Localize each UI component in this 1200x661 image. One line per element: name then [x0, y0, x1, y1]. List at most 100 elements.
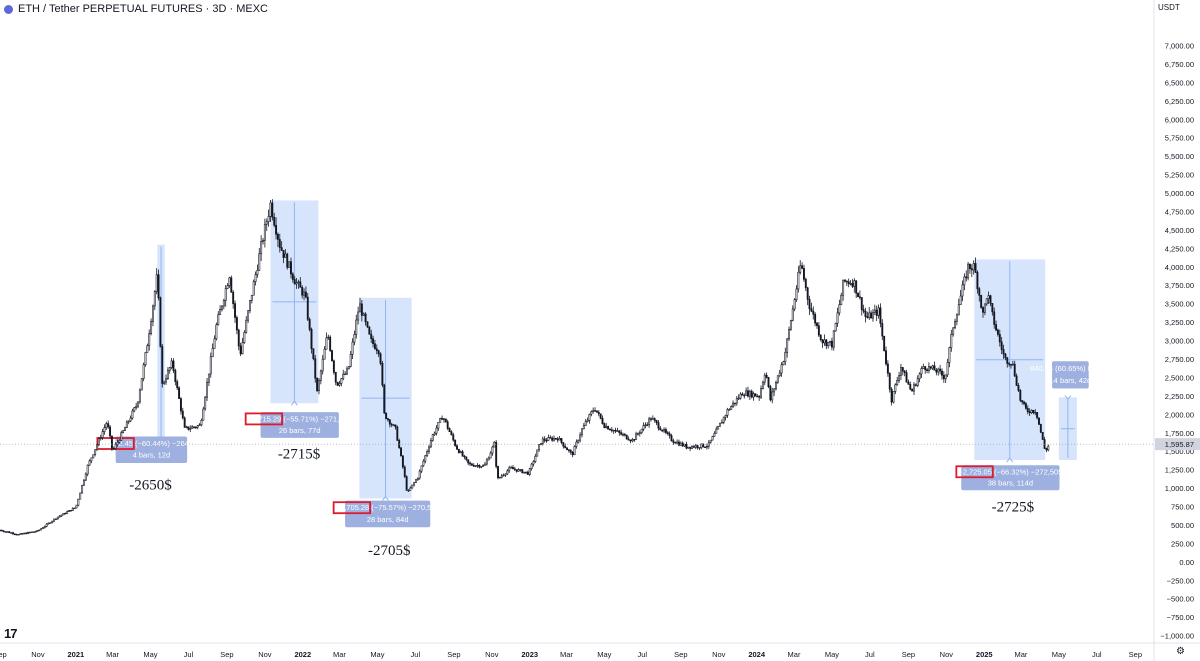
candle-up	[498, 476, 501, 479]
candle-down	[845, 280, 848, 283]
candle-down	[1000, 341, 1003, 350]
candle	[260, 235, 263, 261]
price-tick-label: 6,750.00	[1165, 60, 1194, 69]
candle	[415, 479, 417, 483]
currency-label[interactable]: USDT	[1158, 3, 1180, 12]
tradingview-logo-icon[interactable]: 17	[4, 626, 18, 641]
candle-up	[30, 531, 33, 533]
candle-up	[579, 434, 582, 441]
candle	[685, 441, 688, 450]
measure-range-2: −2,705.28 (−75.57%) −270,528 28 bars, 84d…	[332, 297, 440, 559]
candle-up	[631, 439, 634, 442]
candle-up	[198, 424, 201, 426]
candle	[754, 393, 757, 397]
candle-down	[661, 429, 664, 432]
candle-up	[972, 263, 975, 271]
candle-down	[280, 247, 283, 251]
measure-label-line2: 28 bars, 84d	[367, 515, 409, 524]
candle-up	[415, 479, 417, 483]
candle-up	[262, 240, 264, 242]
price-tick-label: 6,250.00	[1165, 97, 1194, 106]
candle-down	[2, 530, 5, 533]
candle	[933, 361, 936, 371]
candle-down	[881, 323, 884, 337]
candle-up	[894, 384, 897, 392]
candle	[982, 306, 984, 318]
candle	[640, 428, 643, 435]
candle	[571, 450, 574, 458]
candle	[788, 326, 790, 342]
candle	[6, 531, 9, 533]
candle-up	[392, 424, 395, 426]
time-tick-label: 2025	[976, 650, 993, 659]
candle-down	[625, 434, 628, 440]
candle	[610, 427, 613, 433]
candle-down	[704, 446, 707, 449]
candle	[590, 410, 593, 417]
candle-up	[829, 340, 832, 343]
candle-down	[595, 410, 598, 413]
candle	[71, 507, 74, 511]
candle-down	[549, 437, 552, 439]
candle-up	[429, 440, 432, 448]
candle	[497, 465, 499, 480]
candle-down	[886, 363, 889, 374]
candle	[974, 257, 977, 273]
symbol-title[interactable]: ETH / Tether PERPETUAL FUTURES · 3D · ME…	[18, 3, 268, 15]
candle	[431, 433, 434, 442]
candle	[152, 304, 154, 327]
settings-gear-icon[interactable]: ⚙	[1176, 646, 1185, 657]
candle-down	[924, 366, 927, 371]
candle-up	[241, 342, 244, 355]
candle	[457, 448, 460, 454]
candle	[961, 280, 964, 302]
candle-up	[196, 425, 199, 428]
candle	[51, 520, 54, 524]
candle	[75, 504, 78, 509]
candle	[299, 277, 302, 288]
candle	[528, 467, 531, 477]
candle	[428, 444, 430, 455]
time-tick-label: Sep	[674, 650, 687, 659]
candle	[140, 378, 143, 391]
measure-arrow-head	[291, 400, 298, 406]
candle	[512, 465, 514, 470]
candle	[459, 450, 462, 454]
candle-up	[295, 282, 298, 285]
candle	[112, 446, 115, 450]
price-tick-label: 3,250.00	[1165, 318, 1194, 327]
candle	[336, 381, 339, 386]
candle-down	[998, 334, 1001, 343]
candle	[45, 523, 48, 528]
candle-up	[49, 522, 52, 524]
candle	[804, 277, 807, 292]
candle-down	[1032, 409, 1035, 413]
candle	[566, 447, 569, 451]
candle	[219, 305, 222, 315]
candle	[821, 339, 824, 348]
candle	[433, 431, 436, 437]
time-tick-label: 2021	[68, 650, 85, 659]
candle-up	[705, 445, 708, 448]
candle	[603, 422, 606, 429]
candle-up	[92, 454, 95, 459]
candle-up	[553, 437, 555, 441]
candle-down	[1019, 390, 1022, 401]
candle	[931, 364, 934, 371]
measure-label-box	[345, 500, 431, 528]
candle	[420, 465, 423, 474]
candle-down	[239, 345, 242, 355]
candle	[648, 416, 651, 428]
candle	[793, 298, 796, 312]
current-price-label: 1,595.87	[1165, 440, 1194, 449]
candle	[702, 443, 705, 448]
candle	[653, 417, 656, 423]
candle-up	[892, 390, 895, 403]
candle	[1036, 412, 1039, 420]
candle	[502, 473, 505, 477]
candle-up	[226, 285, 229, 289]
candle	[1002, 344, 1005, 359]
candle	[553, 435, 555, 442]
candle	[482, 464, 485, 467]
